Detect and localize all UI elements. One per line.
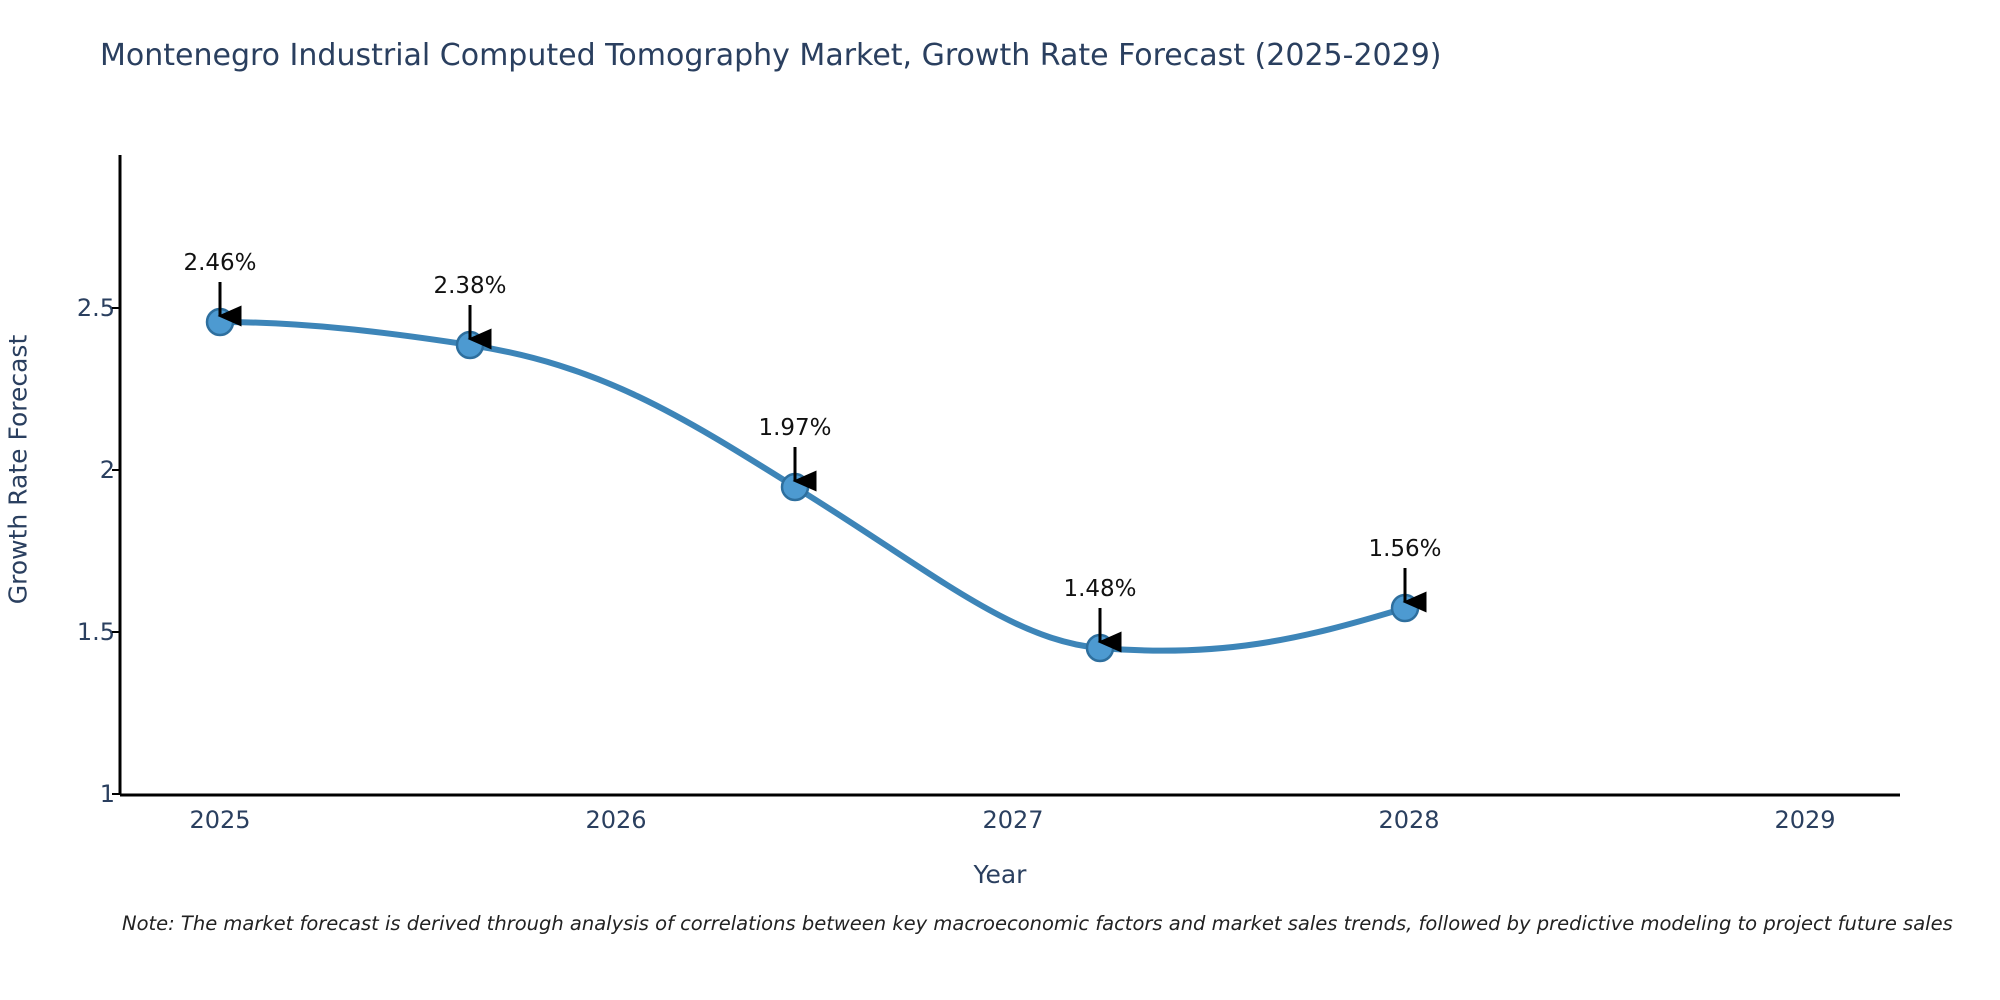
y-tick-label: 2.5 [76,294,115,322]
x-axis-title: Year [973,860,1027,889]
annotation-label: 1.48% [1063,576,1137,602]
chart-note: Note: The market forecast is derived thr… [122,912,1953,935]
annotation-label: 2.46% [183,250,257,276]
annotation-label: 1.97% [758,415,832,441]
y-axis-title: Growth Rate Forecast [3,334,33,605]
y-axis-ticks [112,307,120,795]
y-tick-label: 1.5 [76,618,115,646]
y-tick-label: 2 [99,456,115,484]
x-tick-label: 2027 [982,806,1044,834]
y-tick-label: 1 [99,780,115,808]
x-tick-label: 2025 [189,806,251,834]
y-axis-tick-labels: 2.5 2 1.5 1 [0,0,115,1000]
annotation-arrows [217,282,1427,653]
x-tick-label: 2026 [585,806,647,834]
x-tick-label: 2028 [1378,806,1440,834]
annotation-label: 2.38% [433,273,507,299]
data-line [217,319,1408,654]
data-markers [205,307,1420,663]
chart-title: Montenegro Industrial Computed Tomograph… [100,38,1442,73]
x-tick-label: 2029 [1774,806,1836,834]
annotation-label: 1.56% [1368,536,1442,562]
